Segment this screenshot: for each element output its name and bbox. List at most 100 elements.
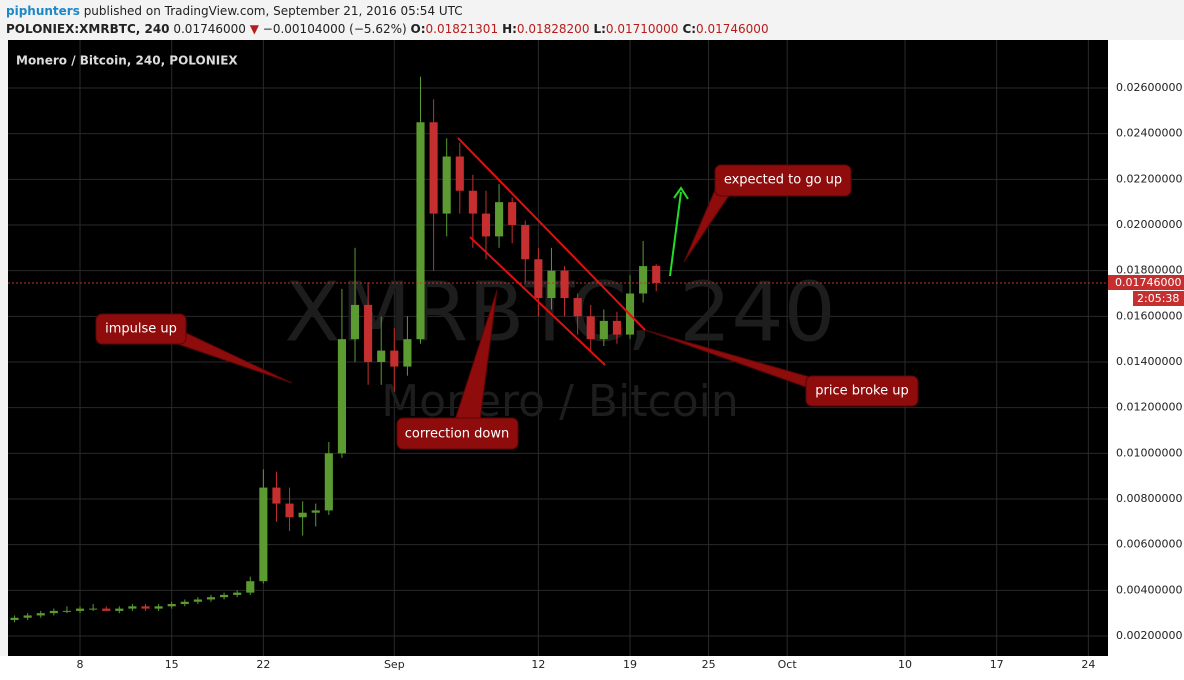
candle-body [75, 608, 85, 611]
down-arrow: ▼ [249, 22, 259, 36]
candle-body [206, 597, 216, 600]
price-label: 0.01746000 [1115, 276, 1181, 289]
candle-body [89, 608, 98, 610]
candle-body [468, 190, 477, 214]
candle-body [115, 608, 124, 611]
y-tick-label: 0.01800000 [1116, 264, 1182, 277]
candle-body [298, 512, 307, 518]
header-line-1: piphunters published on TradingView.com,… [6, 2, 773, 20]
candle-body [220, 594, 229, 598]
x-tick-label: 12 [531, 658, 545, 671]
price-label-bg [1108, 274, 1184, 290]
candle-body [534, 259, 543, 299]
callout [714, 164, 852, 197]
y-tick-label: 0.01000000 [1116, 446, 1182, 459]
x-tick-label: 25 [702, 658, 716, 671]
candle-body [272, 487, 281, 504]
candle-body [337, 339, 346, 454]
author[interactable]: piphunters [6, 4, 80, 18]
candle-body [442, 156, 451, 214]
drawings: impulse up correction down price broke u… [95, 137, 919, 450]
candle-body [481, 213, 491, 237]
x-tick-label: 22 [256, 658, 270, 671]
arrow [669, 191, 682, 277]
x-tick-label: 15 [165, 658, 179, 671]
candle-body [547, 270, 556, 299]
candle-body [311, 510, 320, 513]
y-tick-label: 0.01400000 [1116, 355, 1182, 368]
candle-body [429, 122, 438, 214]
candle-body [403, 339, 412, 367]
x-tick-label: 24 [1081, 658, 1095, 671]
candle-body [377, 350, 386, 363]
y-tick-label: 0.00600000 [1116, 538, 1182, 551]
published: published on TradingView.com, September … [83, 4, 463, 18]
channel-lower [469, 236, 606, 366]
ohlc: O:0.01821301 H:0.01828200 L:0.01710000 C:0.… [411, 22, 773, 36]
candle-body [246, 581, 255, 593]
y-tick-label: 0.00800000 [1116, 492, 1182, 505]
candle-body [495, 202, 504, 237]
candle-body [652, 265, 661, 283]
y-tick-label: 0.01600000 [1116, 309, 1182, 322]
change: −0.00104000 (−5.62%) [262, 22, 407, 36]
candle-body [259, 487, 268, 582]
candle-body [508, 202, 517, 226]
candle-body [586, 316, 595, 340]
candle-body [364, 304, 373, 363]
candle-body [36, 613, 45, 616]
candle-body [128, 606, 137, 609]
candle-body [141, 606, 150, 609]
annotation: price broke up [815, 384, 908, 399]
y-tick-label: 0.02600000 [1116, 81, 1182, 94]
y-tick-label: 0.02400000 [1116, 127, 1182, 140]
ohlc-value: 0.01821301 [425, 22, 499, 36]
candle-body [350, 304, 360, 340]
callout [95, 313, 187, 345]
candle-body [233, 592, 242, 595]
ohlc-value: 0.01746000 [696, 22, 769, 36]
ohlc-value: 0.01710000 [605, 22, 679, 36]
candle-body [599, 320, 608, 340]
callout [396, 417, 519, 450]
x-axis-panel [0, 656, 1184, 680]
channel-upper [457, 137, 646, 331]
candle-body [573, 298, 582, 317]
x-tick-label: 17 [990, 658, 1004, 671]
candle-body [390, 350, 399, 367]
x-tick-label: 19 [623, 658, 637, 671]
ohlc-label: L: [593, 22, 606, 36]
candle-body [49, 610, 58, 614]
ohlc-value: 0.01828200 [516, 22, 590, 36]
x-tick-label: 8 [77, 658, 84, 671]
ohlc-label: C: [682, 22, 697, 36]
y-tick-label: 0.00200000 [1116, 629, 1182, 642]
candle-body [324, 453, 333, 511]
candle-body [180, 601, 189, 605]
candle-body [167, 604, 176, 607]
x-tick-label: 10 [898, 658, 912, 671]
candle-body [416, 122, 425, 340]
candle-body [285, 503, 294, 518]
candle-body [193, 599, 202, 602]
annotation: correction down [405, 427, 510, 442]
y-tick-label: 0.00400000 [1116, 583, 1182, 596]
y-axis-panel [1108, 40, 1184, 680]
symbol: POLONIEX:XMRBTC, 240 [6, 22, 170, 36]
x-tick-label: Oct [778, 658, 798, 671]
arrow-head [673, 186, 689, 200]
y-tick-label: 0.02200000 [1116, 172, 1182, 185]
candle-body [560, 270, 569, 299]
chart-title: Monero / Bitcoin, 240, POLONIEX [16, 54, 238, 68]
watermark: XMRBTC, 240 [284, 265, 835, 360]
candle-body [455, 156, 464, 191]
candle-body [10, 617, 19, 621]
countdown-bg [1133, 290, 1184, 306]
ohlc-label: H: [502, 22, 517, 36]
header-line-2: POLONIEX:XMRBTC, 240 0.01746000 ▼ −0.001… [6, 20, 773, 38]
candle-body [154, 606, 163, 609]
y-tick-label: 0.02000000 [1116, 218, 1182, 231]
ohlc-label: O: [410, 22, 426, 36]
